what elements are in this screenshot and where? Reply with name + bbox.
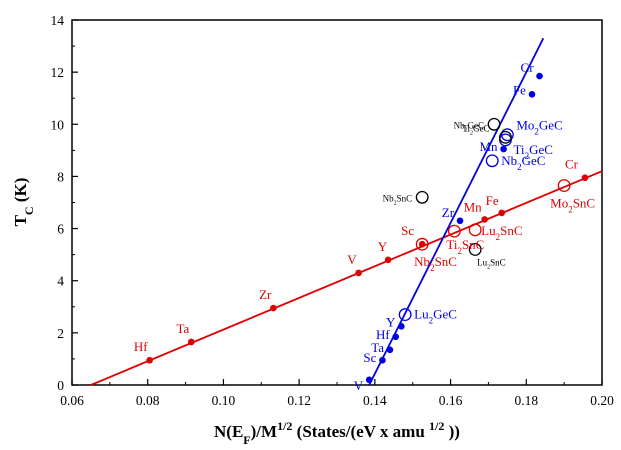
- y-tick-label: 14: [51, 13, 65, 28]
- data-point-open: [485, 154, 499, 168]
- point-label: Mn: [480, 139, 499, 154]
- data-point-open: [415, 237, 429, 251]
- x-tick-label: 0.14: [363, 393, 387, 408]
- point-label: Y: [386, 314, 396, 329]
- data-point-open: [468, 242, 482, 256]
- point-label: Ti2SnC: [446, 237, 484, 256]
- y-tick-label: 8: [57, 169, 64, 184]
- point-label: Lu2GeC: [414, 307, 457, 326]
- point-label: Cr: [565, 157, 579, 172]
- point-label: Hf: [134, 339, 148, 354]
- y-tick-label: 10: [51, 117, 65, 132]
- point-label: Nb2GeC: [501, 153, 545, 172]
- data-point: [379, 356, 386, 364]
- x-tick-label: 0.10: [212, 393, 236, 408]
- point-label: Fe: [513, 82, 526, 97]
- data-point: [384, 256, 392, 264]
- x-tick-label: 0.06: [60, 393, 84, 408]
- data-point: [398, 323, 405, 330]
- y-tick-label: 6: [57, 222, 64, 237]
- point-label: Y: [378, 239, 388, 254]
- point-label: Ti2GeC: [513, 142, 552, 161]
- point-label: Lu2SnC: [477, 257, 506, 270]
- point-label: Zr: [259, 287, 272, 302]
- data-point: [481, 216, 488, 223]
- data-point: [392, 333, 399, 341]
- data-point: [418, 240, 426, 248]
- data-markers: [146, 72, 589, 384]
- data-point: [581, 174, 589, 182]
- point-label: Lu2SnC: [481, 223, 522, 242]
- x-tick-label: 0.20: [590, 393, 614, 408]
- x-tick-label: 0.16: [439, 393, 463, 408]
- data-point-open: [398, 308, 412, 322]
- y-axis-label: TC (K): [11, 178, 36, 227]
- point-label: Mn: [464, 199, 483, 214]
- data-point: [498, 209, 505, 217]
- y-tick-label: 4: [57, 274, 64, 289]
- point-label: Mo2GeC: [516, 118, 562, 137]
- point-label: Hf: [376, 327, 390, 342]
- y-tick-labels: 0 2 4 6 8 10 12 14: [51, 13, 65, 393]
- y-tick-label: 0: [57, 378, 64, 393]
- data-point-open: [499, 130, 512, 144]
- point-label: V: [354, 378, 364, 393]
- data-point: [528, 91, 536, 98]
- point-label: Sc: [363, 350, 376, 365]
- point-label: V: [347, 252, 357, 267]
- point-label: Mo2SnC: [550, 196, 595, 215]
- fit-line: [90, 170, 603, 386]
- point-label: Ta: [176, 321, 189, 336]
- data-point: [365, 376, 373, 384]
- point-label: Ta: [371, 340, 384, 355]
- data-point-open: [447, 224, 461, 238]
- data-point-open: [500, 128, 514, 142]
- point-label: Nb2SnC: [414, 254, 457, 273]
- point-label: Nb2GeC: [454, 120, 485, 133]
- data-point-open: [468, 223, 482, 237]
- point-label: Fe: [486, 193, 499, 208]
- point-label: Sc: [401, 223, 414, 238]
- axis-ticks: [71, 19, 603, 386]
- point-label: Ti2GeC: [462, 123, 489, 136]
- data-point-open: [487, 117, 501, 131]
- x-tick-label: 0.18: [514, 393, 538, 408]
- data-point: [187, 338, 195, 346]
- data-point: [146, 356, 153, 364]
- data-point: [270, 304, 277, 312]
- y-tick-label: 2: [57, 326, 64, 341]
- data-point: [386, 346, 394, 354]
- point-label: Zr: [442, 205, 455, 220]
- x-tick-label: 0.12: [287, 393, 311, 408]
- point-label: Nb2SnC: [383, 193, 413, 206]
- data-point: [355, 269, 362, 277]
- data-point: [500, 145, 507, 153]
- point-label: Cr: [521, 60, 535, 75]
- data-point: [456, 217, 464, 225]
- x-tick-label: 0.08: [136, 393, 160, 408]
- x-tick-labels: 0.06 0.08 0.10 0.12 0.14 0.16 0.18 0.20: [60, 393, 614, 408]
- data-point-open: [557, 179, 571, 193]
- y-tick-label: 12: [51, 65, 65, 80]
- data-point-open: [415, 190, 429, 204]
- x-axis-label: N(EF)/M1/2 (States/(eV x amu 1/2 )): [214, 419, 460, 447]
- data-point: [536, 72, 543, 80]
